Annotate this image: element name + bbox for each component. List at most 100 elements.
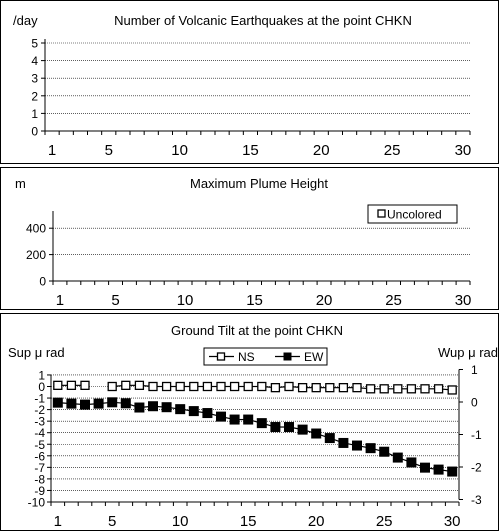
- y-tick-label: 400: [26, 222, 46, 236]
- left-y-tick-label: -2: [34, 403, 45, 417]
- plume-chart-title: Maximum Plume Height: [190, 176, 328, 191]
- ew-point: [270, 422, 281, 433]
- tilt-legend: NS EW: [203, 347, 328, 366]
- right-y-tick-label: 0: [471, 396, 478, 410]
- left-y-tick-label: -9: [34, 484, 45, 498]
- ns-point: [433, 384, 444, 394]
- y-tick-label: 0: [39, 275, 46, 289]
- ns-point: [420, 384, 430, 394]
- tilt-legend-ns-label: NS: [238, 350, 255, 364]
- tilt-legend-ew-label: EW: [304, 350, 324, 364]
- x-tick-label: 20: [313, 142, 330, 159]
- ew-point: [324, 433, 335, 444]
- ew-point: [229, 414, 240, 425]
- earthquake-chart-ylabel: /day: [13, 13, 38, 28]
- ns-point: [243, 381, 253, 392]
- x-tick-label: 20: [316, 292, 333, 309]
- y-tick-label: 0: [31, 125, 38, 139]
- ew-point: [256, 418, 267, 429]
- ns-point: [121, 380, 131, 390]
- ew-point: [175, 404, 186, 415]
- tilt-legend-ns-marker: [216, 352, 226, 361]
- ew-point: [93, 398, 104, 409]
- ew-point: [216, 411, 226, 422]
- plume-legend-uncolored-label: Uncolored: [387, 208, 442, 222]
- ns-point: [447, 385, 457, 395]
- x-tick-label: 15: [240, 513, 257, 530]
- x-tick-label: 5: [111, 292, 119, 309]
- ew-point: [352, 440, 362, 451]
- x-tick-label: 15: [242, 142, 259, 159]
- left-y-tick-label: -7: [34, 461, 45, 475]
- x-tick-label: 30: [444, 513, 461, 530]
- x-tick-label: 10: [172, 513, 189, 530]
- x-tick-label: 5: [108, 513, 116, 530]
- ew-point: [202, 408, 213, 419]
- ew-point: [311, 428, 322, 439]
- ns-point: [216, 381, 226, 392]
- left-y-tick-label: 1: [38, 368, 45, 382]
- tilt-legend-box: [203, 347, 328, 366]
- tilt-chart-right-ylabel: Wup μ rad: [438, 345, 498, 360]
- y-tick-label: 4: [31, 54, 38, 68]
- ew-point: [284, 422, 294, 433]
- y-tick-label: 2: [31, 89, 38, 103]
- plume-chart-ylabel: m: [15, 176, 26, 191]
- x-tick-label: 1: [48, 142, 56, 159]
- tilt-chart-left-ylabel: Sup μ rad: [8, 345, 65, 360]
- ew-point: [66, 398, 77, 409]
- ns-point: [175, 381, 185, 392]
- left-y-tick-label: -10: [28, 496, 46, 510]
- left-y-tick-label: -1: [34, 392, 45, 406]
- ew-point: [120, 398, 131, 409]
- right-y-tick-label: 1: [471, 363, 478, 377]
- right-y-tick-label: -3: [471, 493, 482, 507]
- earthquake-chart: /day Number of Volcanic Earthquakes at t…: [13, 13, 471, 159]
- y-tick-label: 200: [26, 248, 46, 262]
- x-tick-label: 20: [308, 513, 325, 530]
- left-y-tick-label: -8: [34, 472, 45, 486]
- ns-point: [406, 384, 417, 394]
- ew-point: [365, 443, 376, 454]
- ns-point: [134, 380, 145, 390]
- plume-legend-uncolored-marker: [377, 209, 386, 218]
- ns-point: [189, 381, 199, 392]
- tilt-legend-ew-marker: [283, 352, 292, 361]
- ew-point: [406, 457, 417, 468]
- ew-point: [134, 402, 145, 413]
- ns-point: [338, 383, 349, 393]
- plume-chart-panel: m Maximum Plume Height 0 200 400 1 5 10 15 20 2…: [0, 167, 499, 310]
- plume-legend-box: [367, 204, 458, 224]
- ns-point: [365, 384, 376, 394]
- ns-point: [352, 383, 362, 393]
- ns-point: [393, 384, 403, 394]
- x-tick-label: 10: [177, 292, 194, 309]
- x-tick-label: 10: [171, 142, 188, 159]
- left-y-tick-label: -6: [34, 449, 45, 463]
- x-tick-label: 30: [455, 292, 472, 309]
- ns-point: [284, 381, 294, 392]
- left-y-tick-label: -4: [34, 426, 45, 440]
- x-tick-label: 25: [384, 142, 401, 159]
- ew-point: [52, 397, 63, 408]
- ew-point: [379, 446, 390, 457]
- ew-point: [420, 462, 430, 473]
- y-tick-label: 5: [31, 37, 38, 51]
- right-y-tick-label: -1: [471, 428, 482, 442]
- y-tick-label: 3: [31, 72, 38, 86]
- ns-point: [270, 383, 281, 393]
- ew-point: [338, 437, 349, 448]
- ns-point: [202, 381, 213, 392]
- ns-point: [311, 383, 321, 393]
- ns-point: [325, 383, 335, 393]
- ns-point: [229, 381, 240, 392]
- ns-point: [66, 380, 77, 390]
- ew-point: [447, 466, 458, 477]
- tilt-chart-panel: Ground Tilt at the point CHKN Sup μ rad …: [0, 313, 499, 531]
- ns-point: [379, 384, 389, 394]
- earthquake-chart-title: Number of Volcanic Earthquakes at the po…: [114, 13, 412, 28]
- ew-point: [107, 397, 118, 408]
- ew-point: [80, 399, 90, 410]
- ew-point: [297, 424, 308, 435]
